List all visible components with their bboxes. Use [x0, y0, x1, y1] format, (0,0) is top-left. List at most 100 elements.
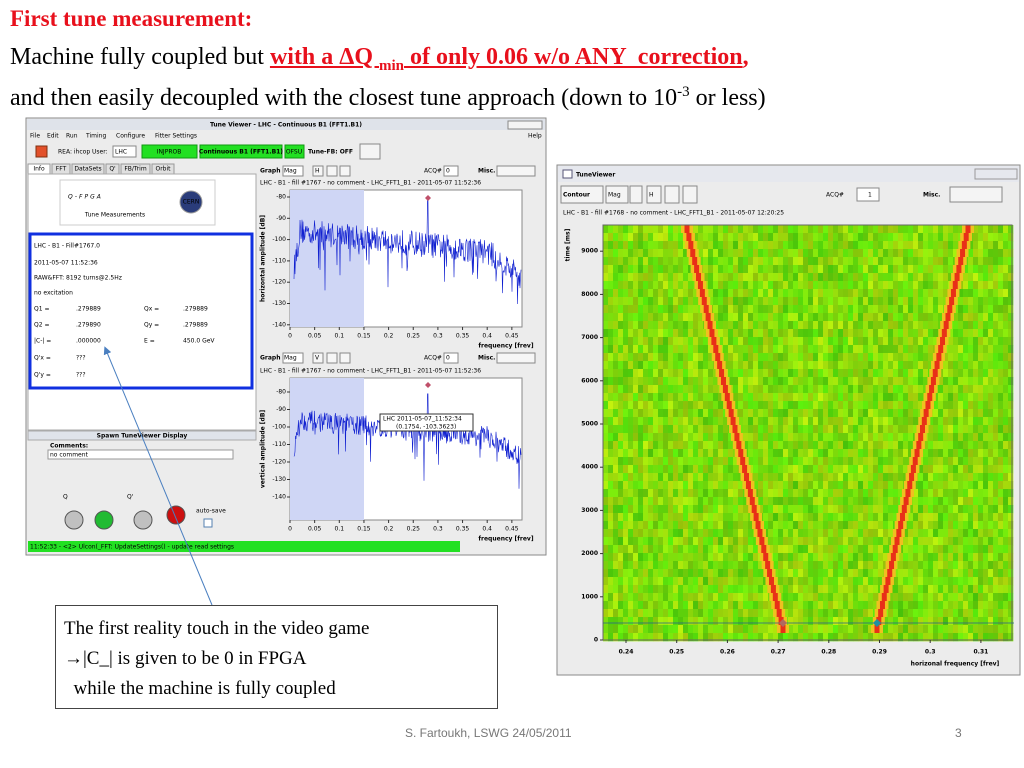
heatmap-cell — [828, 513, 834, 522]
heatmap-cell — [1008, 297, 1014, 306]
heatmap-cell — [768, 481, 774, 490]
heatmap-cell — [973, 505, 979, 514]
select[interactable] — [112, 145, 137, 158]
control-button[interactable] — [94, 510, 114, 530]
line-core — [945, 313, 951, 322]
heatmap-cell — [943, 401, 949, 410]
heatmap-cell — [1003, 393, 1009, 402]
heatmap-cell — [773, 353, 779, 362]
heatmap-cell — [638, 377, 644, 386]
heatmap-cell — [623, 457, 629, 466]
control-button[interactable] — [166, 505, 186, 525]
heatmap-cell — [708, 297, 714, 306]
text-field[interactable] — [47, 449, 234, 460]
heatmap-cell — [613, 297, 619, 306]
heatmap-cell — [693, 417, 699, 426]
heatmap-cell — [758, 289, 764, 298]
heatmap-cell — [798, 361, 804, 370]
window-buttons[interactable] — [507, 120, 543, 130]
heatmap-cell — [983, 585, 989, 594]
select[interactable] — [282, 352, 304, 364]
heatmap-cell — [703, 377, 709, 386]
y-axis-label: horizontal amplitude [dB] — [260, 215, 267, 302]
heatmap-cell — [903, 385, 909, 394]
heatmap-cell — [703, 505, 709, 514]
heatmap-cell — [993, 521, 999, 530]
button[interactable] — [339, 165, 351, 177]
heatmap-cell — [838, 617, 844, 626]
heatmap-cell — [853, 441, 859, 450]
heatmap-cell — [833, 409, 839, 418]
heatmap-cell — [943, 561, 949, 570]
select-value: LHC — [115, 149, 127, 156]
button[interactable] — [312, 165, 324, 177]
heatmap-cell — [603, 249, 609, 258]
line-core — [898, 521, 904, 530]
icon[interactable] — [35, 145, 48, 158]
heatmap-cell — [663, 425, 669, 434]
button[interactable] — [949, 186, 1003, 203]
heatmap-cell — [833, 593, 839, 602]
heatmap-cell — [738, 529, 744, 538]
button[interactable] — [326, 352, 338, 364]
text-field[interactable] — [443, 165, 459, 177]
heatmap-cell — [698, 441, 704, 450]
button[interactable] — [605, 185, 629, 204]
button[interactable] — [339, 352, 351, 364]
heatmap-cell — [693, 385, 699, 394]
heatmap-cell — [998, 353, 1004, 362]
heatmap-cell — [793, 249, 799, 258]
button[interactable] — [664, 185, 680, 204]
button[interactable] — [682, 185, 698, 204]
button[interactable] — [312, 352, 324, 364]
heatmap-cell — [633, 625, 639, 634]
window-buttons[interactable] — [974, 168, 1018, 180]
text-field[interactable] — [443, 352, 459, 364]
button[interactable] — [560, 185, 604, 204]
heatmap-cell — [908, 609, 914, 618]
heatmap-cell — [623, 321, 629, 330]
heatmap-cell — [793, 377, 799, 386]
button[interactable] — [496, 165, 536, 177]
heatmap-cell — [833, 433, 839, 442]
heatmap-cell — [893, 297, 899, 306]
heatmap-cell — [988, 441, 994, 450]
heatmap-cell — [618, 545, 624, 554]
heatmap-cell — [823, 257, 829, 266]
heatmap-cell — [978, 465, 984, 474]
heatmap-cell — [733, 513, 739, 522]
heatmap-cell — [623, 337, 629, 346]
heatmap-cell — [718, 465, 724, 474]
control-button[interactable] — [133, 510, 153, 530]
button[interactable] — [496, 352, 536, 364]
heatmap-cell — [948, 329, 954, 338]
heatmap-cell — [998, 465, 1004, 474]
heatmap-cell — [798, 345, 804, 354]
heatmap-cell — [633, 561, 639, 570]
control-button[interactable] — [64, 510, 84, 530]
heatmap-cell — [693, 489, 699, 498]
heatmap-cell — [798, 625, 804, 634]
button[interactable] — [646, 185, 662, 204]
text-field[interactable] — [856, 187, 880, 202]
heatmap-cell — [778, 289, 784, 298]
heatmap-cell — [783, 521, 789, 530]
button[interactable] — [359, 143, 381, 160]
checkbox[interactable] — [203, 518, 213, 528]
button[interactable] — [326, 165, 338, 177]
button[interactable] — [629, 185, 643, 204]
heatmap-cell — [1003, 289, 1009, 298]
heatmap-cell — [648, 513, 654, 522]
heatmap-cell — [933, 273, 939, 282]
heatmap-cell — [673, 313, 679, 322]
heatmap-cell — [668, 417, 674, 426]
heatmap-cell — [608, 257, 614, 266]
heatmap-cell — [743, 537, 749, 546]
select[interactable] — [282, 165, 304, 177]
heatmap-cell — [833, 537, 839, 546]
heatmap-cell — [858, 425, 864, 434]
text: and then easily decoupled with the close… — [10, 85, 678, 111]
heatmap-cell — [943, 609, 949, 618]
heatmap-cell — [778, 225, 784, 234]
heatmap-cell — [783, 377, 789, 386]
